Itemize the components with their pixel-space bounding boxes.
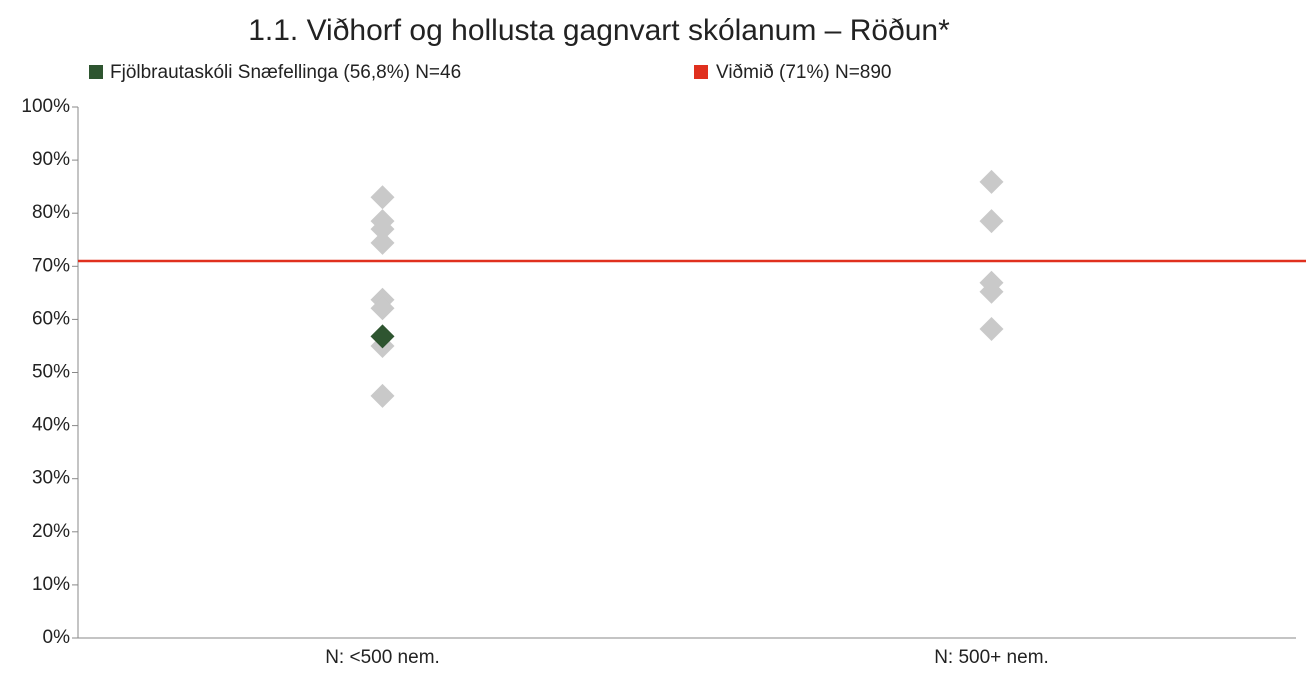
y-tick-label: 100% <box>21 96 70 117</box>
y-tick-label: 60% <box>32 308 70 329</box>
comparison-point <box>370 185 395 210</box>
x-tick-label: N: <500 nem. <box>325 647 440 668</box>
y-tick-label: 80% <box>32 202 70 223</box>
y-tick-label: 30% <box>32 468 70 489</box>
school-point <box>370 324 395 349</box>
comparison-point <box>370 217 395 242</box>
y-tick-label: 10% <box>32 574 70 595</box>
comparison-point <box>979 169 1004 194</box>
y-tick-label: 40% <box>32 415 70 436</box>
legend-label: Fjölbrautaskóli Snæfellinga (56,8%) N=46 <box>110 62 461 83</box>
comparison-point <box>979 209 1004 234</box>
comparison-point <box>979 316 1004 341</box>
y-tick-label: 90% <box>32 149 70 170</box>
legend-label: Viðmið (71%) N=890 <box>716 62 892 83</box>
y-tick-label: 20% <box>32 521 70 542</box>
legend-swatch <box>89 65 103 79</box>
comparison-point <box>979 279 1004 304</box>
y-tick-label: 70% <box>32 255 70 276</box>
comparison-point <box>370 230 395 255</box>
legend-swatch <box>694 65 708 79</box>
y-tick-label: 50% <box>32 362 70 383</box>
x-tick-label: N: 500+ nem. <box>934 647 1049 668</box>
comparison-point <box>370 383 395 408</box>
y-tick-label: 0% <box>43 627 71 648</box>
comparison-point <box>370 296 395 321</box>
chart-title: 1.1. Viðhorf og hollusta gagnvart skólan… <box>248 14 950 47</box>
